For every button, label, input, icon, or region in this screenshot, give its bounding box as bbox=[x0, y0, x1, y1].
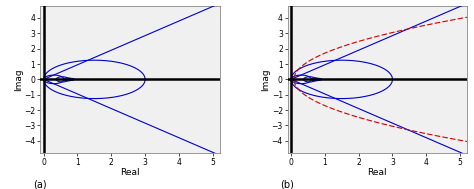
Text: (b): (b) bbox=[281, 180, 294, 189]
Y-axis label: Imag: Imag bbox=[14, 68, 23, 91]
X-axis label: Real: Real bbox=[367, 168, 387, 177]
Text: (a): (a) bbox=[33, 180, 47, 189]
Y-axis label: Imag: Imag bbox=[261, 68, 270, 91]
X-axis label: Real: Real bbox=[120, 168, 140, 177]
